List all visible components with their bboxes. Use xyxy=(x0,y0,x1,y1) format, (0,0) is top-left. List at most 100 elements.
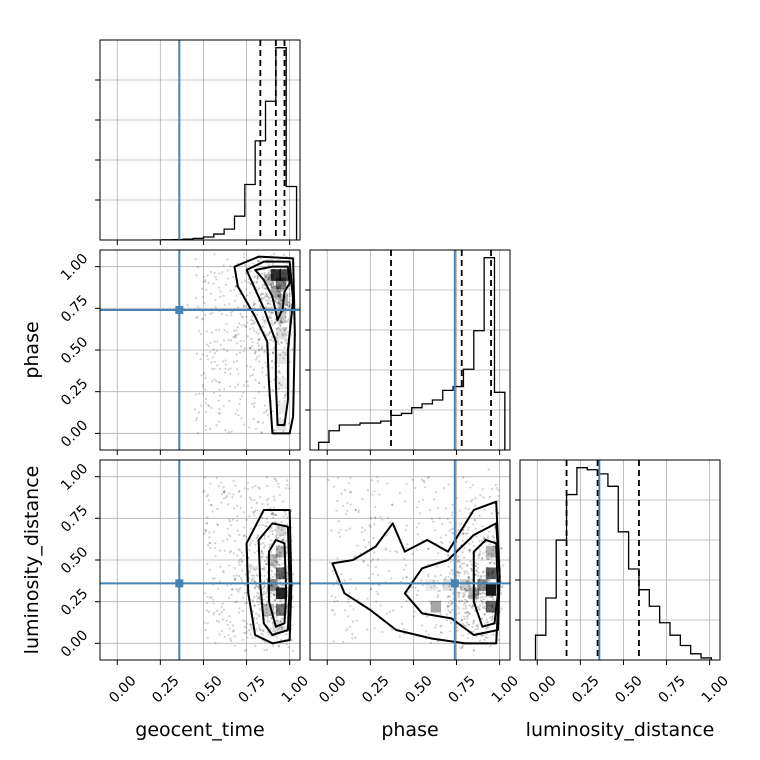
scatter-point xyxy=(461,618,464,621)
scatter-point xyxy=(401,622,404,625)
scatter-point xyxy=(275,297,278,300)
scatter-point xyxy=(243,620,247,623)
scatter-point xyxy=(244,535,248,538)
scatter-point xyxy=(215,349,218,353)
scatter-point xyxy=(208,405,211,408)
scatter-point xyxy=(427,547,430,550)
scatter-point xyxy=(463,593,466,596)
scatter-point xyxy=(268,316,271,319)
scatter-point xyxy=(330,595,334,598)
scatter-point xyxy=(267,278,270,281)
scatter-point xyxy=(242,339,245,343)
scatter-point xyxy=(208,531,211,534)
scatter-point xyxy=(244,632,248,635)
scatter-point xyxy=(449,577,453,580)
scatter-point xyxy=(468,604,471,607)
scatter-point xyxy=(427,476,431,479)
scatter-point xyxy=(278,306,281,310)
scatter-point xyxy=(449,599,452,602)
truth-marker xyxy=(450,579,459,588)
scatter-point xyxy=(261,298,264,301)
scatter-point xyxy=(277,322,281,325)
x-tick-label: 0.50 xyxy=(402,673,435,706)
scatter-point xyxy=(252,511,255,514)
scatter-point xyxy=(205,609,209,612)
scatter-point xyxy=(278,551,281,554)
scatter-point xyxy=(258,608,261,611)
scatter-point xyxy=(272,578,275,582)
scatter-point xyxy=(286,516,289,519)
scatter-point xyxy=(285,546,289,549)
scatter-point xyxy=(217,587,220,590)
scatter-point xyxy=(273,556,276,559)
scatter-point xyxy=(211,577,215,580)
scatter-point xyxy=(465,615,468,618)
y-tick-label: 1.00 xyxy=(58,251,91,284)
scatter-point xyxy=(209,504,212,507)
scatter-point xyxy=(281,626,284,629)
scatter-point xyxy=(460,521,463,525)
scatter-point xyxy=(424,486,427,489)
scatter-point xyxy=(485,621,488,624)
scatter-point xyxy=(481,525,484,528)
scatter-point xyxy=(420,478,424,481)
scatter-point xyxy=(270,319,273,322)
scatter-point xyxy=(481,557,484,560)
scatter-point xyxy=(270,617,273,620)
scatter-point xyxy=(282,515,285,518)
scatter-point xyxy=(497,499,500,502)
scatter-point xyxy=(278,564,281,567)
scatter-point xyxy=(253,551,256,554)
scatter-point xyxy=(280,341,283,344)
scatter-point xyxy=(452,558,455,562)
scatter-point xyxy=(487,468,490,471)
scatter-point xyxy=(267,271,270,274)
scatter-point xyxy=(461,622,464,626)
scatter-point xyxy=(252,262,255,265)
scatter-point xyxy=(465,589,468,592)
x-tick-label: 0.00 xyxy=(106,673,139,706)
scatter-point xyxy=(429,641,432,645)
scatter-point xyxy=(271,323,274,326)
scatter-point xyxy=(228,518,231,521)
scatter-point xyxy=(437,640,440,643)
scatter-point xyxy=(198,329,201,332)
scatter-point xyxy=(258,600,261,603)
scatter-point xyxy=(254,350,257,353)
scatter-point xyxy=(411,478,414,481)
scatter-point xyxy=(278,290,281,293)
scatter-point xyxy=(241,638,244,641)
scatter-point xyxy=(334,596,337,599)
scatter-point xyxy=(257,585,260,589)
scatter-point xyxy=(446,554,450,557)
scatter-point xyxy=(474,593,477,596)
scatter-point xyxy=(206,493,210,497)
scatter-point xyxy=(203,279,207,282)
scatter-point xyxy=(249,282,252,285)
scatter-point xyxy=(255,612,258,615)
density-cell xyxy=(263,604,275,616)
scatter-point xyxy=(230,311,233,314)
scatter-point xyxy=(439,625,442,628)
scatter-point xyxy=(272,495,275,498)
scatter-point xyxy=(238,351,242,354)
scatter-point xyxy=(283,332,287,335)
scatter-point xyxy=(291,348,294,351)
scatter-point xyxy=(488,595,491,598)
scatter-point xyxy=(231,496,234,499)
scatter-point xyxy=(209,482,212,485)
scatter-point xyxy=(273,599,277,602)
scatter-point xyxy=(391,503,394,506)
scatter-point xyxy=(274,534,278,538)
scatter-point xyxy=(232,552,235,555)
scatter-point xyxy=(456,629,459,633)
scatter-point xyxy=(273,566,276,569)
scatter-point xyxy=(218,394,222,397)
scatter-point xyxy=(273,378,276,381)
scatter-point xyxy=(405,546,408,550)
scatter-point xyxy=(258,597,261,600)
scatter-point xyxy=(279,551,282,554)
scatter-point xyxy=(268,543,271,546)
scatter-point xyxy=(444,533,447,537)
x-axis-label-geocent_time: geocent_time xyxy=(135,719,264,741)
